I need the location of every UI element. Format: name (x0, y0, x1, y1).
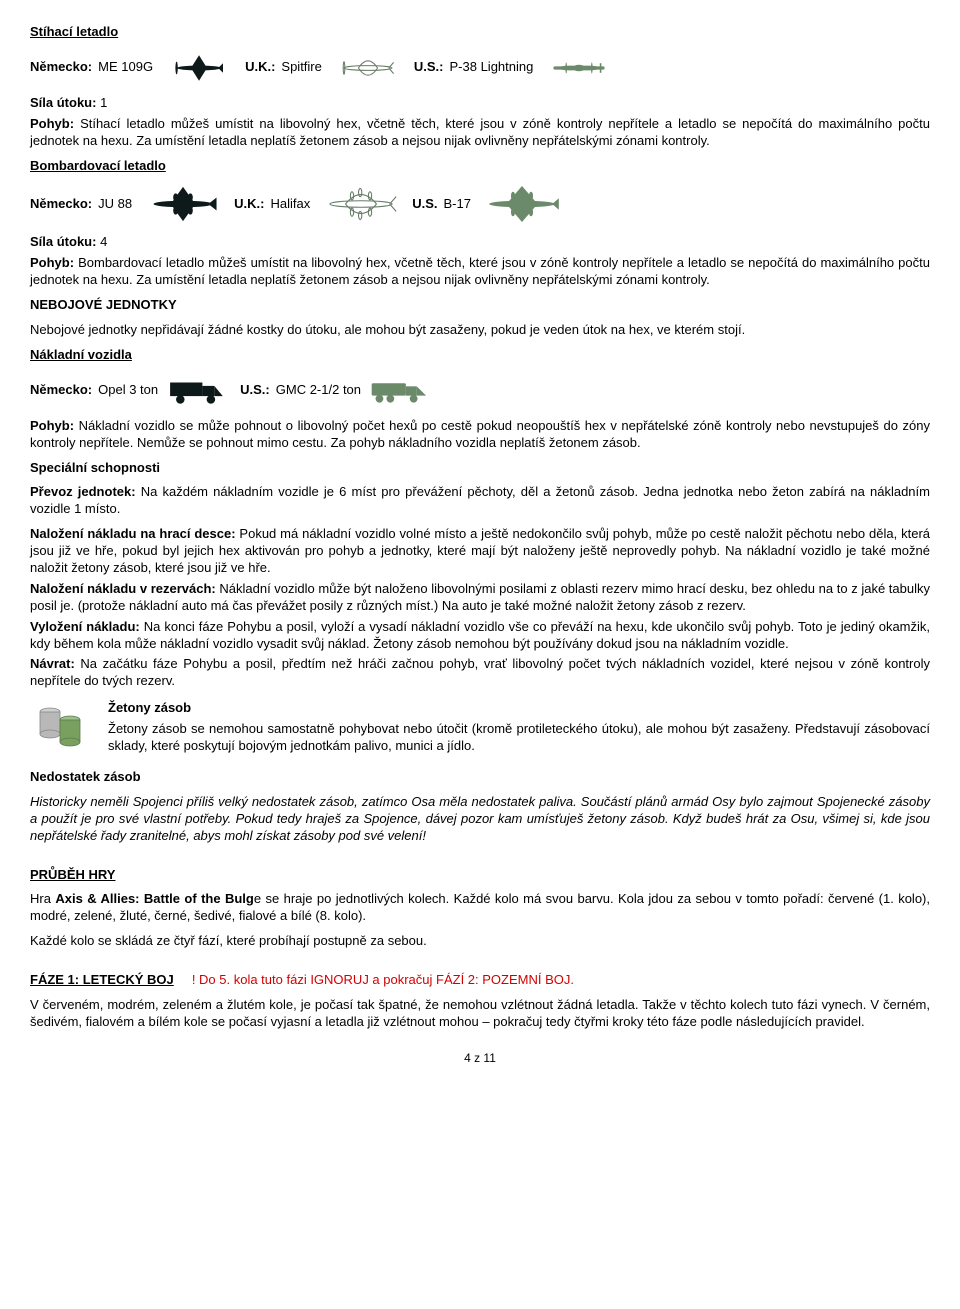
bomber-germany-label: Německo: (30, 196, 92, 213)
bomber-strength: Síla útoku: 4 (30, 234, 930, 251)
page-footer: 4 z 11 (30, 1051, 930, 1067)
course-p1: Hra Axis & Allies: Battle of the Bulge s… (30, 891, 930, 925)
truck-move-label: Pohyb: (30, 418, 74, 433)
course-p2: Každé kolo se skládá ze čtyř fází, které… (30, 933, 930, 950)
supply-title: Žetony zásob (108, 700, 930, 717)
fighter-germany-value: ME 109G (98, 59, 153, 76)
fighter-uk-value: Spitfire (281, 59, 321, 76)
truck-row: Německo: Opel 3 ton U.S.: GMC 2-1/2 ton (30, 374, 930, 408)
bomber-strength-label: Síla útoku: (30, 234, 96, 249)
bomber-move: Pohyb: Bombardovací letadlo můžeš umísti… (30, 255, 930, 289)
fighter-us-label: U.S.: (414, 59, 444, 76)
truck-load-board-label: Naložení nákladu na hrací desce: (30, 526, 236, 541)
course-title: PRŮBĚH HRY (30, 867, 930, 884)
truck-load-res: Naložení nákladu v rezervách: Nákladní v… (30, 581, 930, 615)
phase1-title: FÁZE 1: LETECKÝ BOJ (30, 972, 174, 987)
truck-germany-value: Opel 3 ton (98, 382, 158, 399)
truck-germany-label: Německo: (30, 382, 92, 399)
bomber-title: Bombardovací letadlo (30, 158, 930, 175)
fighter-move-text: Stíhací letadlo můžeš umístit na libovol… (30, 116, 930, 148)
fighter-move: Pohyb: Stíhací letadlo můžeš umístit na … (30, 116, 930, 150)
p38-icon (539, 51, 619, 85)
truck-us-value: GMC 2-1/2 ton (276, 382, 361, 399)
truck-load-board: Naložení nákladu na hrací desce: Pokud m… (30, 526, 930, 577)
ju88-icon (138, 184, 228, 224)
fighter-strength: Síla útoku: 1 (30, 95, 930, 112)
course-p1b: Axis & Allies: Battle of the Bulg (55, 891, 254, 906)
halifax-icon (316, 184, 406, 224)
me109-icon (159, 51, 239, 85)
truck-return-label: Návrat: (30, 656, 75, 671)
truck-unload-label: Vyložení nákladu: (30, 619, 140, 634)
fighter-strength-label: Síla útoku: (30, 95, 96, 110)
fighter-uk-label: U.K.: (245, 59, 275, 76)
truck-special-title: Speciální schopnosti (30, 460, 930, 477)
phase1-p1: V červeném, modrém, zeleném a žlutém kol… (30, 997, 930, 1031)
b17-icon (477, 184, 567, 224)
truck-unload: Vyložení nákladu: Na konci fáze Pohybu a… (30, 619, 930, 653)
gmc-truck-icon (367, 374, 437, 408)
bomber-move-text: Bombardovací letadlo můžeš umístit na li… (30, 255, 930, 287)
truck-transport-text: Na každém nákladním vozidle je 6 míst pr… (30, 484, 930, 516)
truck-transport: Převoz jednotek: Na každém nákladním voz… (30, 484, 930, 518)
supply-lack-text: Historicky neměli Spojenci příliš velký … (30, 794, 930, 845)
bomber-row: Německo: JU 88 U.K.: Halifax (30, 184, 930, 224)
fighter-move-label: Pohyb: (30, 116, 74, 131)
fighter-title: Stíhací letadlo (30, 24, 930, 41)
page: Stíhací letadlo Německo: ME 109G U.K.: S… (0, 0, 960, 1076)
fighter-row: Německo: ME 109G U.K.: Spitfire (30, 51, 930, 85)
bomber-strength-value: 4 (100, 234, 107, 249)
fighter-strength-value: 1 (100, 95, 107, 110)
fighter-us-value: P-38 Lightning (450, 59, 534, 76)
bomber-us-value: B-17 (444, 196, 471, 213)
noncombat-title: NEBOJOVÉ JEDNOTKY (30, 297, 930, 314)
spitfire-icon (328, 51, 408, 85)
truck-move-text: Nákladní vozidlo se může pohnout o libov… (30, 418, 930, 450)
supply-text-block: Žetony zásob Žetony zásob se nemohou sam… (108, 700, 930, 763)
truck-title: Nákladní vozidla (30, 347, 930, 364)
bomber-uk-label: U.K.: (234, 196, 264, 213)
bomber-germany-value: JU 88 (98, 196, 132, 213)
truck-return: Návrat: Na začátku fáze Pohybu a posil, … (30, 656, 930, 690)
supply-text: Žetony zásob se nemohou samostatně pohyb… (108, 721, 930, 755)
truck-unload-text: Na konci fáze Pohybu a posil, vyloží a v… (30, 619, 930, 651)
truck-transport-label: Převoz jednotek: (30, 484, 136, 499)
truck-load-res-label: Naložení nákladu v rezervách: (30, 581, 216, 596)
truck-return-text: Na začátku fáze Pohybu a posil, předtím … (30, 656, 930, 688)
fighter-germany-label: Německo: (30, 59, 92, 76)
noncombat-text: Nebojové jednotky nepřidávají žádné kost… (30, 322, 930, 339)
truck-us-label: U.S.: (240, 382, 270, 399)
supply-lack-title: Nedostatek zásob (30, 769, 930, 786)
bomber-uk-value: Halifax (270, 196, 310, 213)
supply-row: Žetony zásob Žetony zásob se nemohou sam… (30, 700, 930, 763)
bomber-us-label: U.S. (412, 196, 437, 213)
phase1-header: FÁZE 1: LETECKÝ BOJ ! Do 5. kola tuto fá… (30, 972, 930, 989)
phase1-red-note: ! Do 5. kola tuto fázi IGNORUJ a pokraču… (192, 972, 574, 987)
truck-move: Pohyb: Nákladní vozidlo se může pohnout … (30, 418, 930, 452)
bomber-move-label: Pohyb: (30, 255, 74, 270)
supply-barrel-icon (30, 700, 90, 750)
course-p1a: Hra (30, 891, 55, 906)
opel-truck-icon (164, 374, 234, 408)
